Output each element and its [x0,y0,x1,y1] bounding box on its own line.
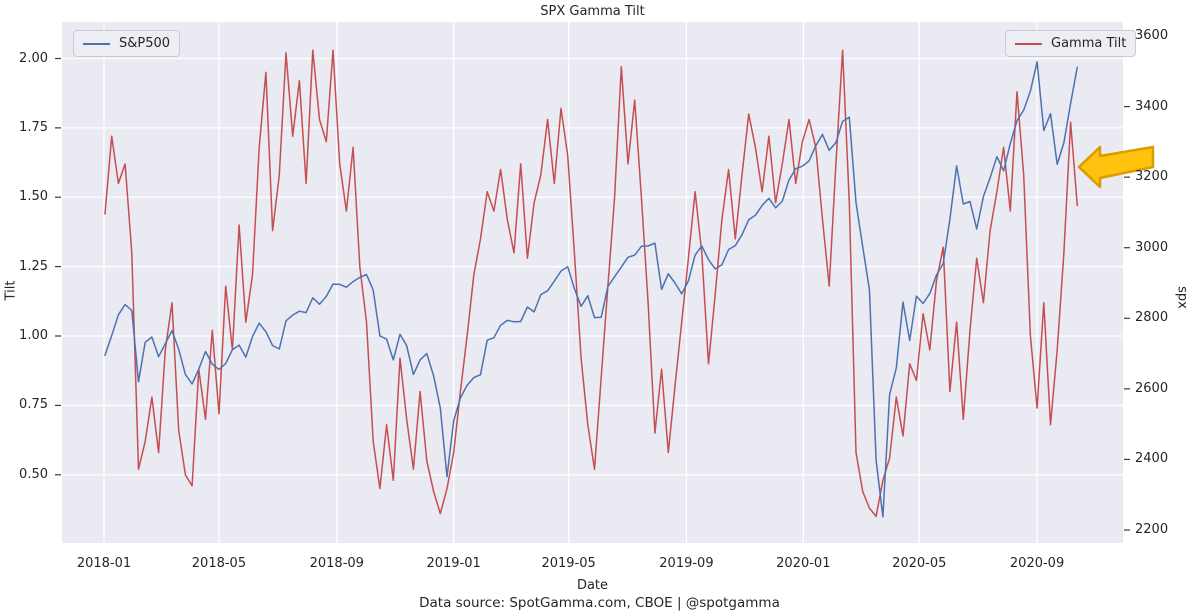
right-tick-label: 3400 [1135,98,1169,114]
sp500-line [104,61,1079,518]
arrow-annotation [1077,145,1155,189]
right-tick-label: 3600 [1135,28,1169,43]
x-tick-label: 2018-09 [309,556,364,571]
x-tick-label: 2020-05 [892,556,947,571]
x-tick-label: 2019-05 [541,556,596,571]
left-tick-label: 2.00 [19,50,48,66]
legend-sp500: S&P500 [73,30,181,57]
gamma-tilt-line [104,49,1079,518]
x-tick-label: 2020-01 [776,556,831,571]
gamma-tilt-legend-label: Gamma Tilt [1051,36,1127,51]
sp500-legend-line-sample [83,42,110,45]
x-tick-label: 2018-01 [76,556,132,571]
x-tick-label: 2018-05 [191,556,247,571]
right-axis-label: spx [1174,286,1190,309]
right-tick-label: 3000 [1135,239,1169,255]
left-tick-label: 1.75 [19,119,48,135]
gamma-tilt-legend-line-sample [1015,42,1042,45]
left-tick-label: 0.50 [19,466,48,482]
legend-gamma-tilt: Gamma Tilt [1005,30,1137,57]
right-tick-label: 2400 [1135,451,1169,467]
right-tick-label: 2800 [1135,310,1169,326]
plot-area [62,22,1123,543]
data-source-caption: Data source: SpotGamma.com, CBOE | @spot… [419,595,780,611]
chart-title: SPX Gamma Tilt [540,4,645,19]
left-tick-label: 1.25 [19,258,48,274]
sp500-legend-label: S&P500 [119,36,171,51]
left-tick-label: 1.00 [19,328,48,343]
x-axis-label: Date [576,578,609,593]
right-tick-label: 3200 [1135,169,1169,185]
right-tick-label: 2200 [1135,522,1169,537]
left-tick-label: 1.50 [19,189,48,205]
left-tick-label: 0.75 [19,397,48,413]
x-tick-label: 2020-09 [1009,556,1065,571]
right-tick-label: 2600 [1135,380,1169,396]
x-tick-label: 2019-01 [426,556,481,571]
x-tick-label: 2019-09 [659,556,714,571]
